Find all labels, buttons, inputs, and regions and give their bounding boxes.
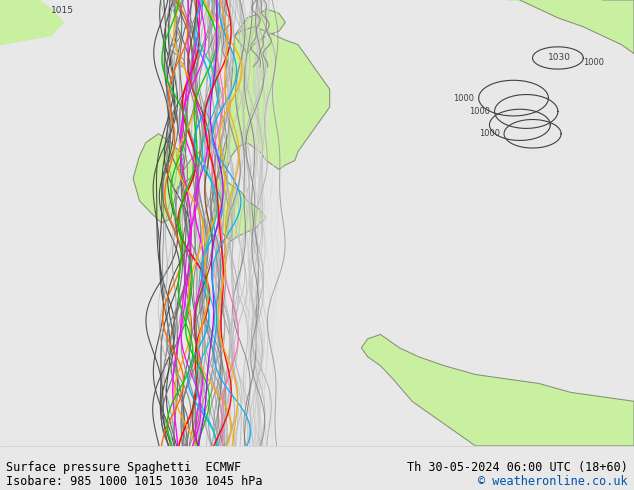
Polygon shape — [0, 0, 63, 45]
Text: 1015: 1015 — [51, 6, 74, 15]
Text: © weatheronline.co.uk: © weatheronline.co.uk — [478, 475, 628, 488]
Polygon shape — [133, 134, 203, 223]
Text: 1000: 1000 — [469, 107, 490, 116]
Text: 1000: 1000 — [583, 58, 604, 67]
Polygon shape — [212, 27, 330, 241]
Polygon shape — [361, 334, 634, 446]
Text: 1030: 1030 — [548, 53, 571, 62]
Text: Isobare: 985 1000 1015 1030 1045 hPa: Isobare: 985 1000 1015 1030 1045 hPa — [6, 475, 263, 488]
Text: Surface pressure Spaghetti  ECMWF: Surface pressure Spaghetti ECMWF — [6, 462, 242, 474]
Polygon shape — [235, 9, 285, 53]
Text: 1000: 1000 — [479, 129, 500, 138]
Text: Th 30-05-2024 06:00 UTC (18+60): Th 30-05-2024 06:00 UTC (18+60) — [407, 462, 628, 474]
Polygon shape — [507, 0, 634, 53]
Text: 1000: 1000 — [453, 94, 474, 102]
